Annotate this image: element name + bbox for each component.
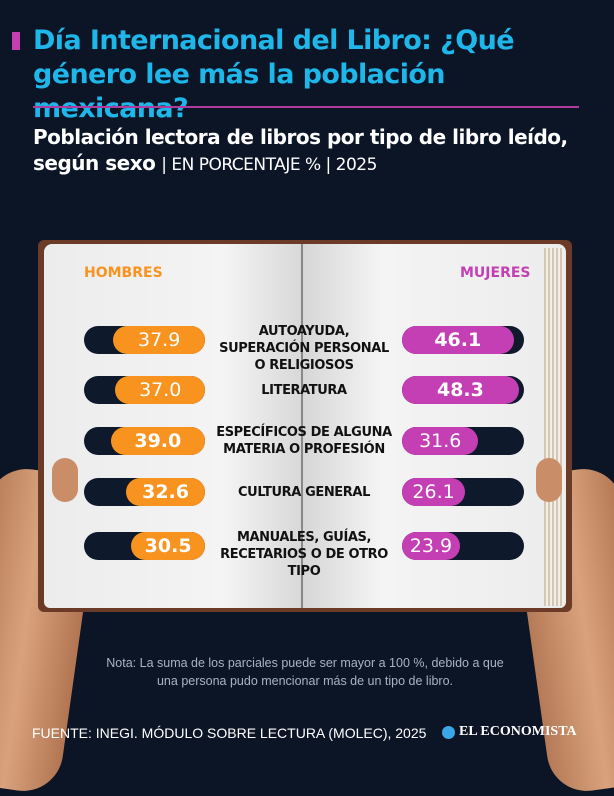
book-spine (301, 244, 303, 608)
legend-men: HOMBRES (84, 265, 163, 281)
category-label: LITERATURA (261, 382, 347, 398)
men-bar-track: 37.9 (84, 326, 205, 354)
left-thumb (52, 458, 78, 502)
legend-women: MUJERES (460, 265, 531, 281)
women-bar-track: 46.1 (402, 326, 524, 354)
logo-globe-icon (442, 725, 455, 739)
category-label: CULTURA GENERAL (238, 484, 370, 500)
women-bar-track: 48.3 (402, 376, 524, 404)
women-bar: 23.9 (402, 532, 460, 560)
women-bar-track: 31.6 (402, 427, 524, 455)
men-bar: 39.0 (110, 427, 205, 455)
men-bar: 32.6 (126, 478, 205, 506)
men-bar-track: 39.0 (84, 427, 205, 455)
category-label: MANUALES, GUÍAS, RECETARIOS O DE OTRO TI… (220, 530, 388, 579)
title-divider (33, 106, 579, 108)
subtitle-main: Población lectora de libros por tipo de … (33, 125, 568, 175)
subtitle-unit: | EN PORCENTAJE % | 2025 (161, 155, 377, 175)
men-bar-track: 32.6 (84, 478, 205, 506)
page-title: Día Internacional del Libro: ¿Qué género… (33, 25, 515, 124)
chart-subtitle: Población lectora de libros por tipo de … (33, 124, 593, 178)
footnote: Nota: La suma de los parciales puede ser… (106, 656, 504, 688)
men-bar-track: 37.0 (84, 376, 205, 404)
women-bar: 31.6 (402, 427, 479, 455)
men-bar: 37.0 (115, 376, 205, 404)
title-accent-mark (12, 32, 20, 50)
women-bar: 26.1 (402, 478, 466, 506)
women-bar: 48.3 (402, 376, 519, 404)
women-bar: 46.1 (402, 326, 514, 354)
men-bar-track: 30.5 (84, 532, 205, 560)
brand-logo: EL ECONOMISTA (442, 724, 577, 740)
book-page-edges (544, 248, 564, 606)
logo-text: EL ECONOMISTA (459, 724, 577, 739)
category-label: ESPECÍFICOS DE ALGUNA MATERIA O PROFESIÓ… (216, 425, 392, 457)
source-text: FUENTE: INEGI. MÓDULO SOBRE LECTURA (MOL… (32, 725, 427, 741)
women-bar-track: 26.1 (402, 478, 524, 506)
category-label: AUTOAYUDA, SUPERACIÓN PERSONAL O RELIGIO… (219, 324, 389, 373)
right-thumb (536, 458, 562, 502)
men-bar: 30.5 (131, 532, 205, 560)
women-bar-track: 23.9 (402, 532, 524, 560)
men-bar: 37.9 (113, 326, 205, 354)
